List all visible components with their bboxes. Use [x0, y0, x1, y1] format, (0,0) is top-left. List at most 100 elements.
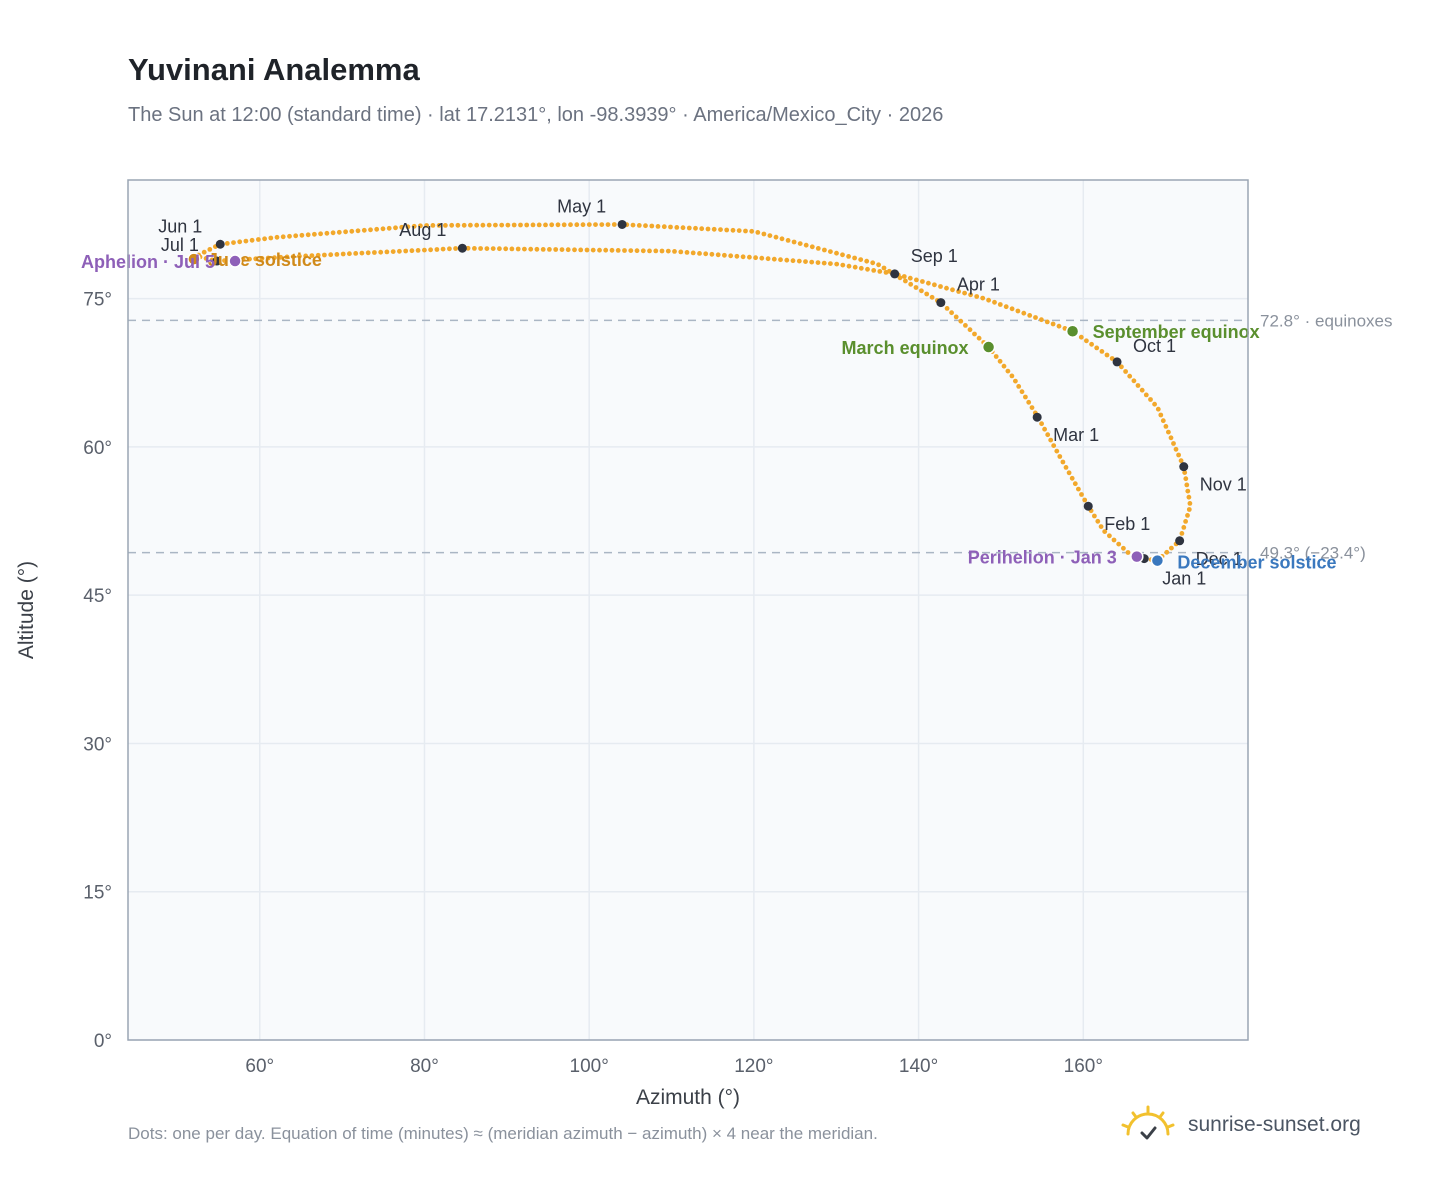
- day-dot: [681, 225, 686, 230]
- day-dot: [1039, 421, 1044, 426]
- day-dot: [1057, 324, 1062, 329]
- day-dot: [816, 246, 821, 251]
- event-marker: [983, 341, 995, 353]
- day-dot: [535, 247, 540, 252]
- day-dot: [1185, 489, 1190, 494]
- day-dot: [493, 223, 498, 228]
- day-dot: [300, 233, 305, 238]
- day-dot: [435, 247, 440, 252]
- day-dot: [809, 260, 814, 265]
- day-dot: [810, 244, 815, 249]
- day-dot: [1084, 338, 1089, 343]
- month-label: Sep 1: [911, 246, 958, 266]
- day-dot: [1174, 447, 1179, 452]
- day-dot: [1181, 525, 1186, 530]
- day-dot: [453, 246, 458, 251]
- day-dot: [428, 247, 433, 252]
- day-dot: [325, 231, 330, 236]
- day-dot: [593, 222, 598, 227]
- day-dot: [562, 222, 567, 227]
- day-dot: [753, 255, 758, 260]
- day-dot: [547, 247, 552, 252]
- day-dot: [516, 247, 521, 252]
- day-dot: [1089, 342, 1094, 347]
- day-dot: [672, 249, 677, 254]
- day-dot: [631, 223, 636, 228]
- day-dot: [449, 223, 454, 228]
- month-marker: [890, 269, 899, 278]
- day-dot: [1187, 507, 1192, 512]
- day-dot: [585, 248, 590, 253]
- day-dot: [378, 250, 383, 255]
- day-dot: [1016, 309, 1021, 314]
- day-dot: [462, 223, 467, 228]
- day-dot: [666, 249, 671, 254]
- day-dot: [616, 248, 621, 253]
- day-dot: [587, 222, 592, 227]
- day-dot: [864, 259, 869, 264]
- event-marker: [1151, 555, 1163, 567]
- month-marker: [1175, 536, 1184, 545]
- brand-name[interactable]: sunrise-sunset.org: [1188, 1113, 1361, 1137]
- day-dot: [791, 258, 796, 263]
- day-dot: [803, 259, 808, 264]
- day-dot: [797, 259, 802, 264]
- day-dot: [882, 266, 887, 271]
- day-dot: [478, 246, 483, 251]
- day-dot: [237, 239, 242, 244]
- day-dot: [762, 232, 767, 237]
- day-dot: [337, 230, 342, 235]
- day-dot: [747, 255, 752, 260]
- day-dot: [972, 332, 977, 337]
- event-label: June solstice: [208, 250, 322, 270]
- day-dot: [1079, 335, 1084, 340]
- day-dot: [447, 246, 452, 251]
- day-dot: [250, 238, 255, 243]
- day-dot: [703, 251, 708, 256]
- day-dot: [816, 260, 821, 265]
- day-dot: [1094, 346, 1099, 351]
- day-dot: [1132, 378, 1137, 383]
- day-dot: [628, 248, 633, 253]
- day-dot: [403, 249, 408, 254]
- day-dot: [706, 227, 711, 232]
- day-dot: [637, 223, 642, 228]
- day-dot: [1039, 317, 1044, 322]
- event-marker: [229, 255, 241, 267]
- sun-logo-icon: [1120, 1104, 1176, 1146]
- day-dot: [1010, 306, 1015, 311]
- day-dot: [643, 223, 648, 228]
- x-tick-label: 160°: [1064, 1056, 1103, 1077]
- day-dot: [1136, 383, 1141, 388]
- day-dot: [387, 226, 392, 231]
- event-label: December solstice: [1177, 553, 1336, 573]
- day-dot: [343, 229, 348, 234]
- day-dot: [871, 268, 876, 273]
- day-dot: [903, 279, 908, 284]
- day-dot: [716, 252, 721, 257]
- day-dot: [1027, 313, 1032, 318]
- day-dot: [549, 222, 554, 227]
- day-dot: [366, 250, 371, 255]
- day-dot: [1164, 550, 1169, 555]
- day-dot: [735, 254, 740, 259]
- day-dot: [924, 292, 929, 297]
- day-dot: [858, 257, 863, 262]
- day-dot: [1127, 374, 1132, 379]
- day-dot: [1156, 407, 1161, 412]
- day-dot: [840, 252, 845, 257]
- day-dot: [1099, 524, 1104, 529]
- day-dot: [368, 227, 373, 232]
- day-dot: [456, 223, 461, 228]
- x-tick-label: 80°: [410, 1056, 439, 1077]
- day-dot: [1016, 384, 1021, 389]
- day-dot: [641, 248, 646, 253]
- day-dot: [724, 228, 729, 233]
- day-dot: [932, 282, 937, 287]
- day-dot: [755, 230, 760, 235]
- day-dot: [499, 223, 504, 228]
- day-dot: [834, 251, 839, 256]
- day-dot: [945, 306, 950, 311]
- brand[interactable]: sunrise-sunset.org: [1120, 1104, 1361, 1146]
- day-dot: [847, 264, 852, 269]
